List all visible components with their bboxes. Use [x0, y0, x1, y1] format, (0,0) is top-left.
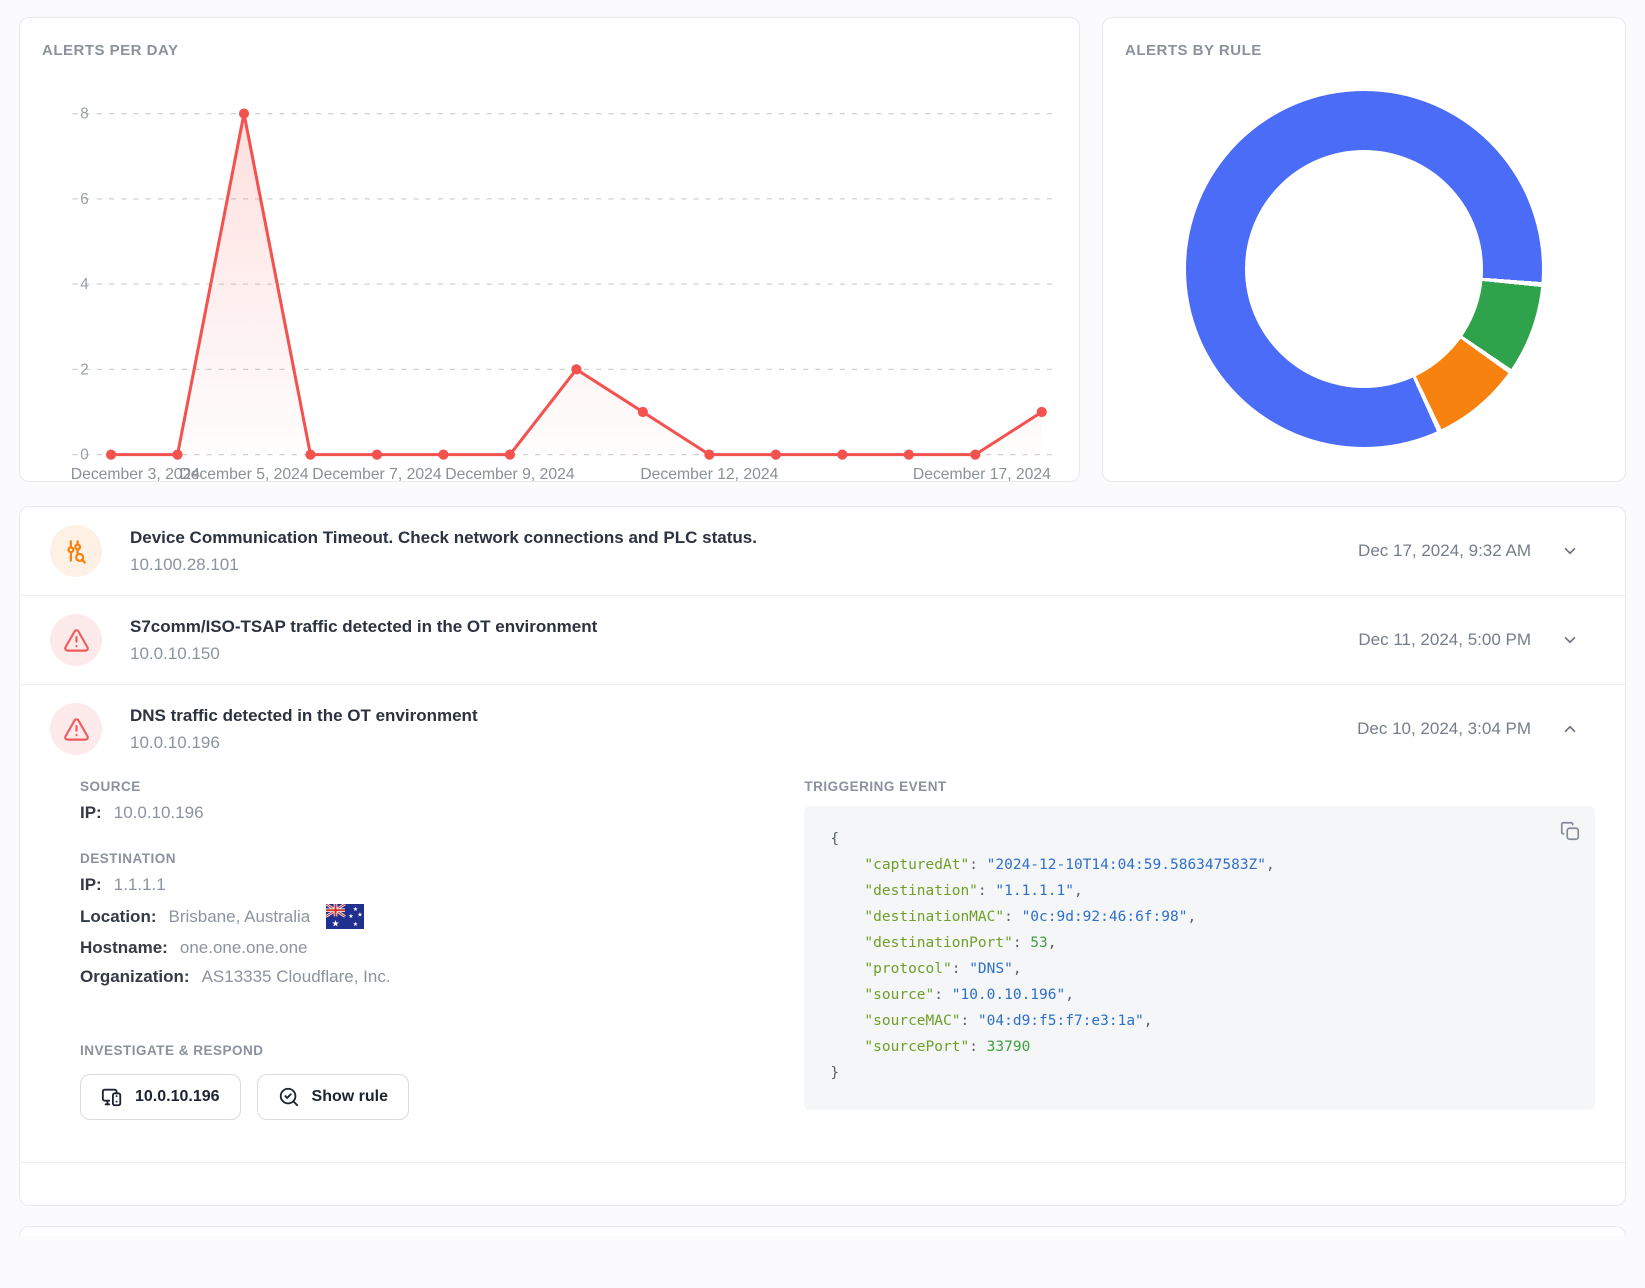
source-ip-value: 10.0.10.196 — [113, 803, 204, 822]
svg-text:December 5, 2024: December 5, 2024 — [179, 466, 309, 483]
source-device-button-label: 10.0.10.196 — [135, 1088, 220, 1105]
svg-text:December 17, 2024: December 17, 2024 — [913, 466, 1051, 483]
svg-text:★: ★ — [349, 913, 354, 920]
destination-hostname-label: Hostname: — [80, 938, 168, 957]
alert-ip: 10.0.10.196 — [130, 732, 220, 752]
warning-triangle-icon — [63, 717, 89, 741]
chevron-down-icon[interactable] — [1561, 631, 1579, 649]
search-check-icon — [279, 1087, 298, 1107]
alert-title: DNS traffic detected in the OT environme… — [130, 705, 478, 725]
alert-row-header[interactable]: S7comm/ISO-TSAP traffic detected in the … — [20, 596, 1625, 684]
alert-row-header[interactable]: Device Communication Timeout. Check netw… — [20, 507, 1625, 595]
alert-timestamp: Dec 17, 2024, 9:32 AM — [1358, 541, 1531, 560]
svg-text:★: ★ — [358, 912, 363, 919]
investigate-section: INVESTIGATE & RESPOND 10.0.10.196 — [80, 1043, 768, 1120]
triggering-event-json: {"capturedAt": "2024-12-10T14:04:59.5863… — [830, 831, 1275, 1081]
copy-icon[interactable] — [1557, 818, 1583, 844]
alert-row-header[interactable]: DNS traffic detected in the OT environme… — [20, 685, 1625, 773]
chevron-down-icon[interactable] — [1561, 542, 1579, 560]
destination-ip-label: IP: — [80, 875, 102, 894]
destination-organization-label: Organization: — [80, 967, 190, 986]
source-ip-label: IP: — [80, 803, 102, 822]
warning-triangle-icon — [63, 628, 89, 652]
destination-section: DESTINATION IP: 1.1.1.1 Location: Brisba… — [80, 851, 768, 987]
alert-icon-badge — [50, 703, 102, 755]
alerts-by-rule-card: ALERTS BY RULE — [1102, 17, 1626, 482]
alert-ip: 10.100.28.101 — [130, 554, 239, 574]
alert-timestamp: Dec 11, 2024, 5:00 PM — [1358, 630, 1531, 649]
alert-row-expanded: DNS traffic detected in the OT environme… — [20, 685, 1625, 1163]
alert-row-main: S7comm/ISO-TSAP traffic detected in the … — [130, 617, 1330, 664]
destination-location-label: Location: — [80, 906, 157, 926]
alerts-by-rule-donut — [1186, 91, 1542, 447]
devices-icon — [101, 1088, 122, 1107]
source-ip-row: IP: 10.0.10.196 — [80, 803, 768, 823]
alerts-per-day-title: ALERTS PER DAY — [42, 42, 179, 59]
alert-detail-left: SOURCE IP: 10.0.10.196 DESTINATION IP: 1… — [50, 779, 768, 1120]
svg-text:★: ★ — [353, 921, 358, 928]
alert-row-main: Device Communication Timeout. Check netw… — [130, 528, 1330, 575]
svg-text:December 9, 2024: December 9, 2024 — [445, 466, 575, 483]
svg-text:6: 6 — [80, 191, 88, 208]
destination-ip-value: 1.1.1.1 — [113, 875, 166, 894]
chevron-up-icon[interactable] — [1561, 720, 1579, 738]
destination-location-row: Location: Brisbane, Australia — [80, 904, 768, 929]
svg-text:★: ★ — [332, 920, 340, 929]
triggering-event-code-block: {"capturedAt": "2024-12-10T14:04:59.5863… — [804, 806, 1595, 1110]
investigate-buttons: 10.0.10.196 Show rule — [80, 1074, 768, 1120]
alert-timestamp: Dec 10, 2024, 3:04 PM — [1357, 719, 1531, 738]
next-card-top-edge — [19, 1226, 1626, 1236]
alerts-per-day-chart-wrap: 0 2 4 6 8 December 3, 2024 December 5, 2024 Dec… — [42, 73, 1057, 483]
source-device-button[interactable]: 10.0.10.196 — [80, 1074, 241, 1120]
alerts-by-rule-title: ALERTS BY RULE — [1125, 42, 1262, 59]
destination-hostname-value: one.one.one.one — [179, 938, 308, 957]
australia-flag-icon: ★ ★ ★ ★ ★ — [326, 904, 365, 929]
source-section-label: SOURCE — [80, 779, 141, 794]
alert-row-right: Dec 17, 2024, 9:32 AM — [1358, 541, 1595, 561]
svg-text:December 12, 2024: December 12, 2024 — [640, 466, 778, 483]
alert-title: Device Communication Timeout. Check netw… — [130, 527, 757, 547]
svg-text:2: 2 — [80, 361, 88, 378]
triggering-event-label: TRIGGERING EVENT — [804, 779, 947, 794]
alert-row: S7comm/ISO-TSAP traffic detected in the … — [20, 596, 1625, 685]
alerts-list-tail — [20, 1163, 1625, 1205]
alert-icon-badge — [50, 525, 102, 577]
investigate-section-label: INVESTIGATE & RESPOND — [80, 1043, 264, 1058]
destination-section-label: DESTINATION — [80, 851, 176, 866]
alert-detail-right: TRIGGERING EVENT {"capturedAt": "2024-12… — [804, 779, 1595, 1120]
svg-text:4: 4 — [80, 276, 89, 293]
show-rule-button[interactable]: Show rule — [256, 1074, 409, 1120]
svg-text:★: ★ — [353, 906, 358, 913]
alert-icon-badge — [50, 614, 102, 666]
alerts-per-day-card: ALERTS PER DAY 0 2 4 6 8 December 3, 2024 Dece… — [19, 17, 1080, 483]
destination-organization-row: Organization: AS13335 Cloudflare, Inc. — [80, 967, 768, 987]
destination-ip-row: IP: 1.1.1.1 — [80, 875, 768, 895]
alerts-list-card: Device Communication Timeout. Check netw… — [19, 506, 1626, 1206]
alert-title: S7comm/ISO-TSAP traffic detected in the … — [130, 616, 598, 636]
top-charts-row: ALERTS PER DAY 0 2 4 6 8 December 3, 2024 Dece… — [19, 17, 1626, 483]
alerts-by-rule-chart-wrap — [1125, 59, 1603, 447]
destination-organization-value: AS13335 Cloudflare, Inc. — [201, 967, 391, 986]
svg-text:8: 8 — [80, 106, 88, 123]
alert-row-right: Dec 10, 2024, 3:04 PM — [1357, 719, 1595, 739]
alert-detail-panel: SOURCE IP: 10.0.10.196 DESTINATION IP: 1… — [20, 773, 1625, 1162]
destination-hostname-row: Hostname: one.one.one.one — [80, 938, 768, 958]
svg-text:December 3, 2024: December 3, 2024 — [71, 466, 201, 483]
show-rule-button-label: Show rule — [311, 1088, 388, 1105]
alert-row: Device Communication Timeout. Check netw… — [20, 507, 1625, 596]
svg-text:December 7, 2024: December 7, 2024 — [312, 466, 442, 483]
destination-location-value: Brisbane, Australia — [168, 906, 311, 926]
svg-text:0: 0 — [80, 447, 88, 464]
sliders-search-icon — [66, 539, 86, 564]
alert-row-main: DNS traffic detected in the OT environme… — [130, 706, 1329, 753]
alert-row-right: Dec 11, 2024, 5:00 PM — [1358, 630, 1595, 650]
alert-ip: 10.0.10.150 — [130, 643, 220, 663]
